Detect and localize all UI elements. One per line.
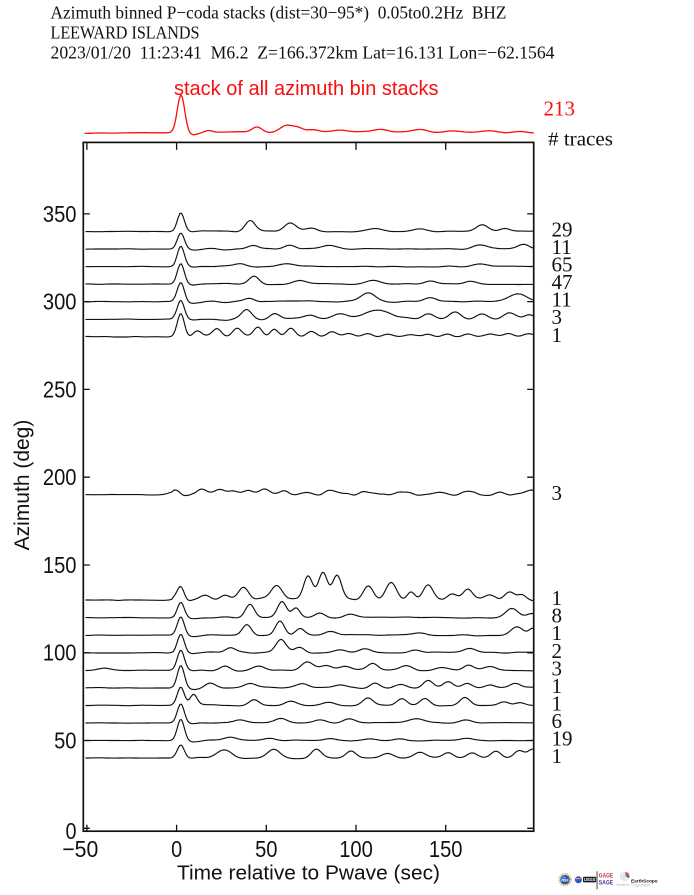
svg-text:1: 1	[552, 691, 563, 715]
svg-text:8: 8	[552, 604, 563, 628]
svg-text:19: 19	[552, 727, 573, 751]
svg-text:Azimuth (deg): Azimuth (deg)	[11, 420, 34, 551]
svg-text:1: 1	[552, 744, 563, 768]
svg-text:6: 6	[552, 709, 563, 733]
svg-text:USGS: USGS	[584, 877, 595, 882]
svg-text:3: 3	[552, 656, 563, 680]
svg-text:300: 300	[43, 289, 77, 315]
svg-text:50: 50	[54, 727, 76, 753]
svg-text:3: 3	[552, 305, 563, 329]
svg-text:Consortium: Consortium	[631, 883, 650, 888]
svg-text:11: 11	[552, 288, 572, 312]
svg-text:150: 150	[43, 552, 77, 578]
svg-text:3: 3	[552, 481, 563, 505]
svg-text:Azimuth binned P−coda stacks (: Azimuth binned P−coda stacks (dist=30−95…	[51, 2, 507, 23]
svg-text:100: 100	[43, 640, 77, 666]
svg-text:NSF: NSF	[561, 878, 569, 882]
svg-text:LEEWARD ISLANDS: LEEWARD ISLANDS	[51, 22, 200, 42]
svg-text:250: 250	[43, 376, 77, 402]
svg-text:GAGE: GAGE	[599, 873, 614, 880]
svg-text:100: 100	[339, 836, 373, 862]
svg-text:29: 29	[552, 217, 573, 241]
svg-text:2023/01/20 11:23:41 M6.2 Z=: 2023/01/20 11:23:41 M6.2 Z=166.372km Lat…	[51, 42, 555, 62]
svg-text:1: 1	[552, 621, 563, 645]
svg-text:1: 1	[552, 323, 563, 347]
svg-text:Time relative to Pwave (sec): Time relative to Pwave (sec)	[177, 863, 440, 885]
svg-text:150: 150	[429, 836, 463, 862]
svg-text:1: 1	[552, 674, 563, 698]
svg-text:0: 0	[66, 818, 77, 844]
svg-text:Operated by: Operated by	[616, 883, 630, 886]
svg-text:2: 2	[552, 639, 563, 663]
svg-text:213: 213	[544, 96, 576, 120]
svg-text:1: 1	[552, 586, 563, 610]
svg-text:200: 200	[43, 464, 77, 490]
svg-text:0: 0	[171, 836, 182, 862]
svg-text:50: 50	[255, 836, 277, 862]
svg-text:65: 65	[552, 253, 573, 277]
svg-text:47: 47	[552, 270, 573, 294]
svg-text:stack of all azimuth bin stack: stack of all azimuth bin stacks	[174, 78, 439, 100]
svg-text:# traces: # traces	[548, 129, 613, 151]
svg-text:−50: −50	[62, 836, 98, 862]
svg-text:SAGE: SAGE	[599, 880, 614, 887]
svg-text:11: 11	[552, 235, 572, 259]
svg-text:EarthScope: EarthScope	[631, 878, 658, 883]
svg-text:350: 350	[43, 201, 77, 227]
